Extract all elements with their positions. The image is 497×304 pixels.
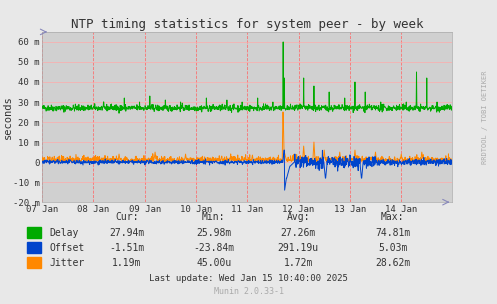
Text: -23.84m: -23.84m — [193, 243, 234, 253]
Text: Offset: Offset — [50, 243, 85, 253]
Text: Jitter: Jitter — [50, 258, 85, 268]
Text: 74.81m: 74.81m — [375, 228, 410, 237]
Text: 45.00u: 45.00u — [196, 258, 231, 268]
Text: Min:: Min: — [202, 212, 226, 222]
Text: 291.19u: 291.19u — [278, 243, 319, 253]
Text: Avg:: Avg: — [286, 212, 310, 222]
Text: 1.19m: 1.19m — [112, 258, 142, 268]
Text: 5.03m: 5.03m — [378, 243, 408, 253]
Text: Delay: Delay — [50, 228, 79, 237]
Text: 27.26m: 27.26m — [281, 228, 316, 237]
Text: Last update: Wed Jan 15 10:40:00 2025: Last update: Wed Jan 15 10:40:00 2025 — [149, 274, 348, 283]
Text: 28.62m: 28.62m — [375, 258, 410, 268]
Text: 1.72m: 1.72m — [283, 258, 313, 268]
Text: -1.51m: -1.51m — [109, 243, 144, 253]
Text: 27.94m: 27.94m — [109, 228, 144, 237]
Text: RRDTOOL / TOBI OETIKER: RRDTOOL / TOBI OETIKER — [482, 70, 488, 164]
Text: Munin 2.0.33-1: Munin 2.0.33-1 — [214, 287, 283, 296]
Text: Max:: Max: — [381, 212, 405, 222]
Text: 25.98m: 25.98m — [196, 228, 231, 237]
Text: seconds: seconds — [2, 95, 12, 139]
Title: NTP timing statistics for system peer - by week: NTP timing statistics for system peer - … — [71, 18, 423, 31]
Text: Cur:: Cur: — [115, 212, 139, 222]
